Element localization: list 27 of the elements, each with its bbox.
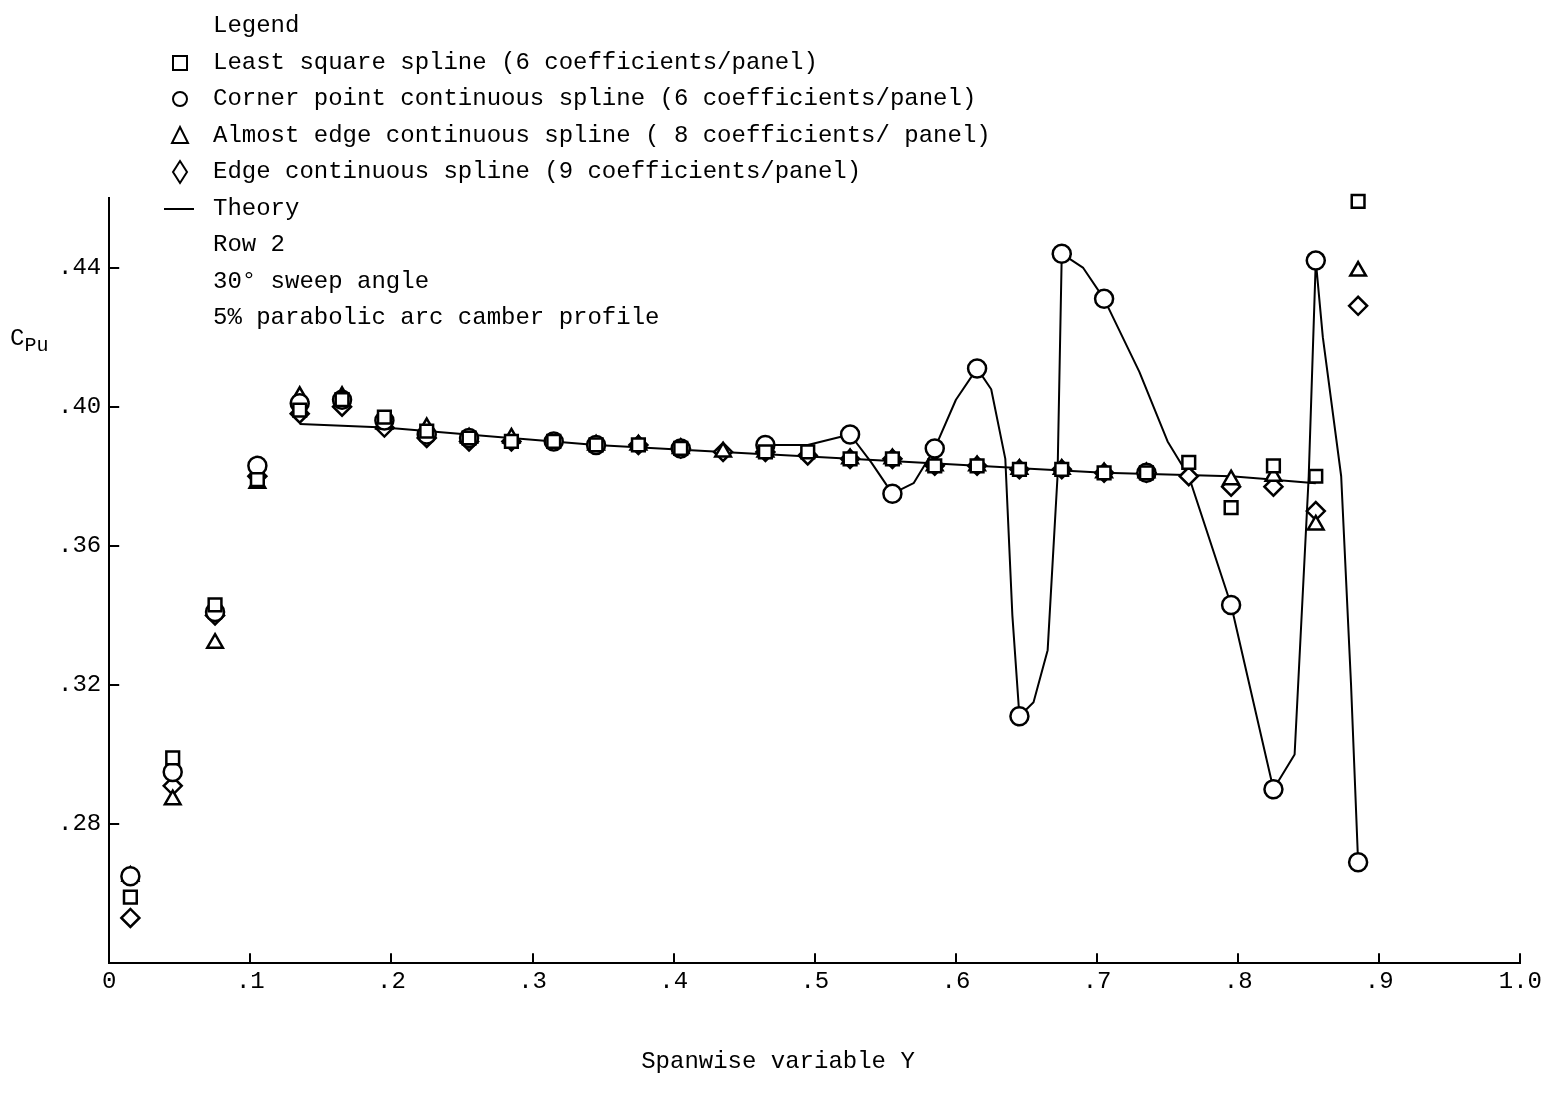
x-tick-label: .4: [659, 967, 689, 995]
legend-label: Edge continuous spline (9 coefficients/panel): [213, 157, 862, 187]
x-tick-label: .1: [235, 967, 265, 995]
x-tick-label: 1.0: [1498, 967, 1543, 995]
x-tick-label: .7: [1082, 967, 1112, 995]
y-tick-label: .36: [57, 532, 102, 560]
x-tick-label: 0: [102, 967, 117, 995]
legend-label: Almost edge continuous spline ( 8 coefficients/ panel): [213, 120, 991, 151]
annotation: 5% parabolic arc camber profile: [212, 303, 661, 333]
y-tick-label: .44: [57, 253, 102, 281]
x-tick-label: .6: [941, 967, 971, 995]
annotation: 30° sweep angle: [212, 266, 431, 297]
annotation: Row 2: [212, 230, 286, 260]
x-tick-label: .8: [1223, 967, 1253, 995]
y-tick-label: .40: [57, 393, 102, 421]
y-tick-label: .32: [57, 671, 102, 699]
x-tick-label: .9: [1364, 967, 1394, 995]
x-axis-title: Spanwise variable Y: [640, 1048, 916, 1075]
x-tick-label: .5: [800, 967, 830, 995]
y-tick-label: .28: [57, 810, 102, 838]
x-tick-label: .2: [377, 967, 406, 995]
legend-title: Legend: [212, 11, 301, 41]
y-axis-title: C$_{Pu}$: [10, 325, 49, 357]
legend-label: Least square spline (6 coefficients/panel): [213, 47, 818, 78]
legend-label: Theory: [213, 193, 300, 224]
legend-label: Corner point continuous spline (6 coefficients/panel): [213, 84, 977, 114]
x-tick-label: .3: [518, 967, 547, 995]
